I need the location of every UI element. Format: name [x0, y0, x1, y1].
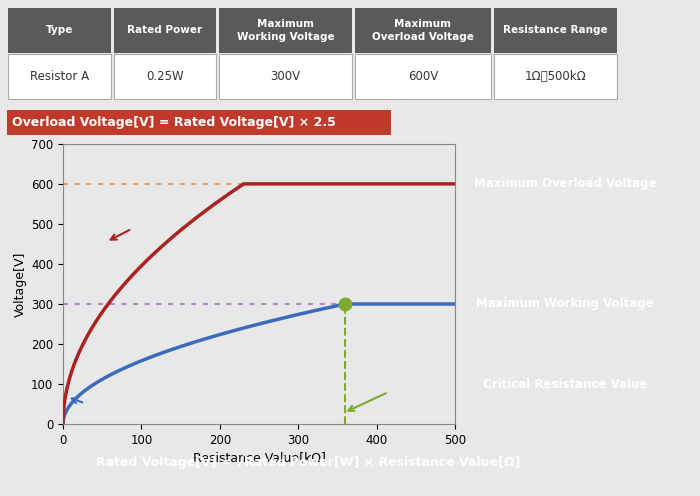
- Bar: [8, 7, 111, 53]
- Bar: [494, 54, 617, 99]
- Text: 0.25W: 0.25W: [146, 70, 183, 83]
- Bar: [113, 54, 216, 99]
- Text: Type: Type: [46, 25, 74, 35]
- Bar: [8, 54, 111, 99]
- Bar: [494, 7, 617, 53]
- Bar: [219, 7, 352, 53]
- Bar: [7, 111, 391, 135]
- Text: Critical Resistance Value: Critical Resistance Value: [483, 377, 648, 390]
- Text: Maximum Overload Voltage: Maximum Overload Voltage: [474, 178, 657, 190]
- Text: Rated Power: Rated Power: [127, 25, 202, 35]
- Text: Maximum Working Voltage: Maximum Working Voltage: [477, 298, 654, 310]
- Text: Resistance Range: Resistance Range: [503, 25, 608, 35]
- Text: Maximum
Overload Voltage: Maximum Overload Voltage: [372, 19, 474, 42]
- Text: Rated Voltage[V] = √Rated Power[W] × Resistance Value[Ω]: Rated Voltage[V] = √Rated Power[W] × Res…: [96, 455, 520, 470]
- Bar: [355, 54, 491, 99]
- Text: Resistor A: Resistor A: [30, 70, 89, 83]
- X-axis label: Resistance Value[kΩ]: Resistance Value[kΩ]: [193, 451, 326, 464]
- Text: Overload Voltage[V] = Rated Voltage[V] × 2.5: Overload Voltage[V] = Rated Voltage[V] ×…: [13, 116, 336, 129]
- Bar: [219, 54, 352, 99]
- Y-axis label: Voltage[V]: Voltage[V]: [14, 251, 27, 316]
- Text: 1Ω～500kΩ: 1Ω～500kΩ: [524, 70, 586, 83]
- Text: Maximum
Working Voltage: Maximum Working Voltage: [237, 19, 334, 42]
- Bar: [355, 7, 491, 53]
- Bar: [113, 7, 216, 53]
- Text: 600V: 600V: [408, 70, 438, 83]
- Text: 300V: 300V: [270, 70, 300, 83]
